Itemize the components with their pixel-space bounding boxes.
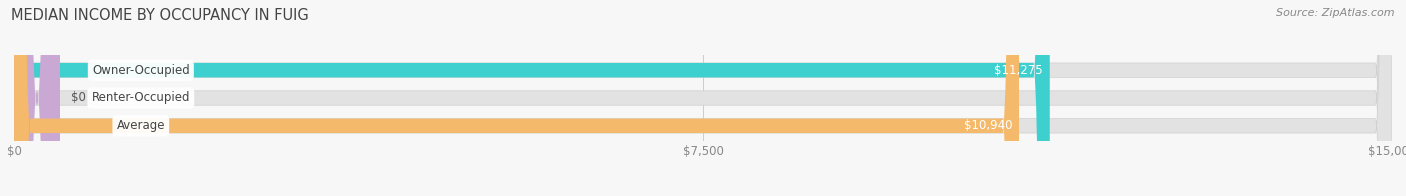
FancyBboxPatch shape <box>14 0 1050 196</box>
Text: Renter-Occupied: Renter-Occupied <box>91 92 190 104</box>
FancyBboxPatch shape <box>14 0 60 196</box>
Text: Owner-Occupied: Owner-Occupied <box>91 64 190 77</box>
Text: Source: ZipAtlas.com: Source: ZipAtlas.com <box>1277 8 1395 18</box>
Text: Average: Average <box>117 119 165 132</box>
Text: $11,275: $11,275 <box>994 64 1043 77</box>
Text: $0: $0 <box>72 92 86 104</box>
FancyBboxPatch shape <box>14 0 1392 196</box>
FancyBboxPatch shape <box>14 0 1392 196</box>
Text: $10,940: $10,940 <box>963 119 1012 132</box>
FancyBboxPatch shape <box>14 0 1019 196</box>
FancyBboxPatch shape <box>14 0 1392 196</box>
Text: MEDIAN INCOME BY OCCUPANCY IN FUIG: MEDIAN INCOME BY OCCUPANCY IN FUIG <box>11 8 309 23</box>
